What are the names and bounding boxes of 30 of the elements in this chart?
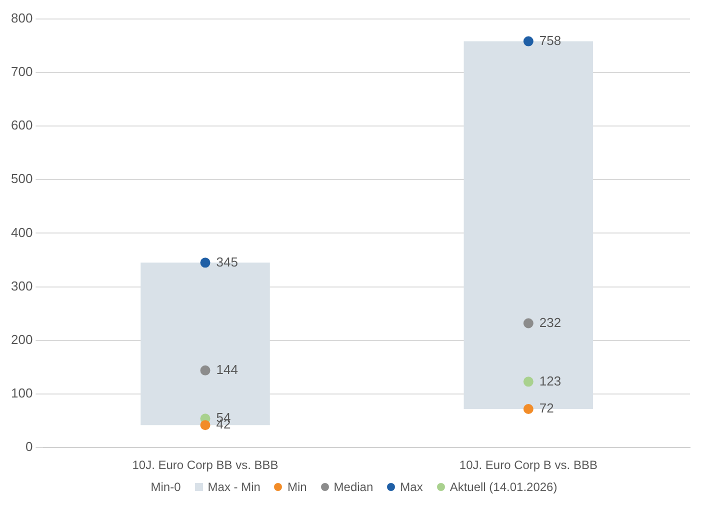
data-label: 144 — [216, 362, 238, 377]
y-tick-label: 300 — [10, 278, 33, 294]
y-tick-label: 500 — [10, 171, 33, 186]
point — [523, 318, 534, 328]
data-label: 72 — [539, 400, 554, 416]
point — [523, 376, 534, 387]
legend-label: Max - Min — [208, 480, 260, 494]
legend-label: Median — [334, 480, 374, 494]
x-tick-label: 10J. Euro Corp BB vs. BBB — [132, 458, 278, 472]
point — [523, 36, 534, 46]
y-tick-label: 800 — [10, 10, 33, 26]
x-tick-label: 10J. Euro Corp B vs. BBB — [459, 458, 598, 472]
point — [200, 365, 210, 376]
y-tick-label: 600 — [10, 118, 33, 133]
y-tick-label: 700 — [10, 64, 33, 79]
y-tick-label: 100 — [10, 386, 33, 401]
data-label: 758 — [539, 32, 562, 48]
legend-label: Min — [287, 480, 307, 494]
data-label: 123 — [539, 373, 562, 388]
data-label: 232 — [539, 314, 562, 330]
y-tick-label: 200 — [10, 332, 33, 347]
legend-label: Aktuell (14.01.2026) — [450, 480, 558, 494]
point — [200, 258, 210, 268]
data-label: 345 — [216, 254, 238, 270]
y-tick-label: 0 — [25, 439, 33, 454]
point — [523, 404, 534, 414]
point — [200, 420, 210, 430]
legend-label: Max — [400, 480, 423, 494]
y-tick-label: 400 — [10, 224, 33, 240]
text: Min-0 — [150, 480, 181, 494]
